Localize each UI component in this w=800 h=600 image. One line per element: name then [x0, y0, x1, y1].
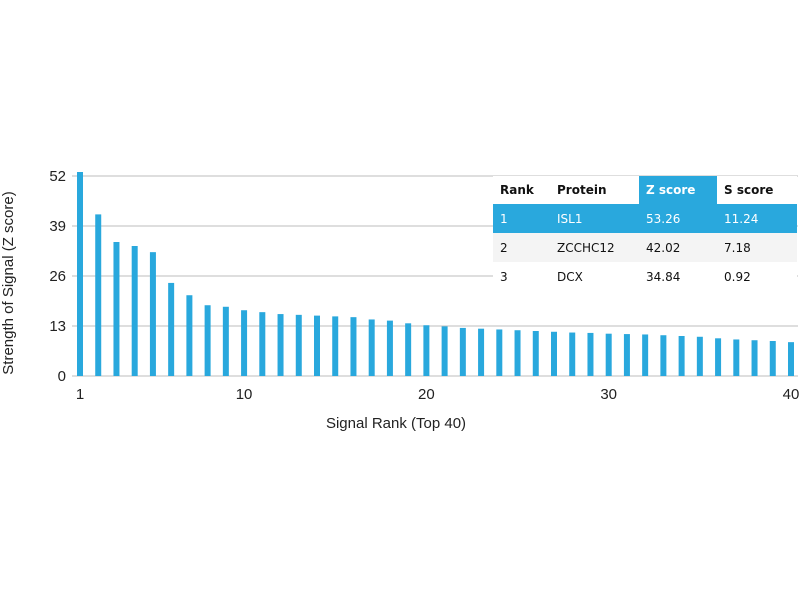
cell-rank: 3: [500, 269, 508, 284]
bar: [332, 316, 339, 376]
bar: [441, 326, 448, 376]
cell-z-score: 53.26: [639, 204, 717, 233]
x-tick-labels: 1 10 20 30 40: [76, 386, 800, 403]
cell-z-score: 42.02: [639, 233, 717, 262]
bar: [769, 341, 776, 376]
cell-protein: ISL1: [550, 204, 639, 233]
x-tick-label: 10: [236, 386, 253, 403]
bar: [95, 214, 102, 376]
header-z-score: Z score: [639, 176, 717, 204]
bar: [751, 340, 758, 376]
bar: [222, 306, 229, 376]
x-tick-label: 20: [418, 386, 435, 403]
top-proteins-table: Rank Protein Z score S score 1 ISL1 53.2…: [493, 176, 797, 291]
bar: [368, 319, 375, 376]
cell-s-score: 0.92: [724, 269, 751, 284]
bar: [788, 342, 794, 376]
cell-z-score: 34.84: [646, 269, 681, 284]
x-tick-label: 40: [783, 386, 800, 403]
y-tick-label: 13: [49, 318, 66, 335]
y-tick-label: 39: [49, 218, 66, 235]
header-rank: Rank: [500, 183, 534, 197]
bar: [478, 328, 485, 376]
bar: [496, 329, 503, 376]
bar: [259, 312, 266, 376]
bar: [459, 327, 466, 376]
bar: [587, 332, 594, 376]
cell-protein: DCX: [557, 269, 583, 284]
bar: [551, 331, 557, 376]
bar: [131, 246, 138, 376]
header-protein: Protein: [557, 183, 607, 197]
table-row: 1 ISL1 53.26 11.24: [493, 204, 797, 233]
cell-rank: 2: [493, 233, 550, 262]
bar: [277, 314, 284, 376]
y-tick-labels: 0 13 26 39 52: [49, 168, 66, 385]
bar: [569, 332, 576, 376]
bar: [77, 172, 83, 376]
y-axis-title: Strength of Signal (Z score): [0, 191, 17, 374]
bar: [532, 331, 539, 376]
bar: [149, 252, 156, 376]
bar: [733, 339, 740, 376]
bar: [350, 317, 357, 376]
cell-s-score: 7.18: [717, 233, 797, 262]
bar: [696, 336, 703, 376]
table-row: 2 ZCCHC12 42.02 7.18: [493, 233, 797, 262]
y-tick-label: 0: [58, 368, 66, 385]
bar: [642, 334, 649, 376]
bar: [660, 335, 667, 376]
cell-protein: ZCCHC12: [550, 233, 639, 262]
bar: [678, 336, 685, 376]
bar: [113, 242, 120, 376]
bar: [514, 330, 521, 376]
bar: [386, 320, 393, 376]
bar: [204, 305, 211, 376]
cell-rank: 1: [493, 204, 550, 233]
y-tick-label: 52: [49, 168, 66, 185]
x-tick-label: 30: [600, 386, 617, 403]
bar: [605, 333, 612, 376]
bar: [423, 325, 430, 376]
bar: [314, 315, 320, 376]
header-s-score: S score: [724, 183, 774, 197]
bar: [186, 295, 193, 376]
bar: [405, 323, 412, 376]
table-row: 3 DCX 34.84 0.92: [493, 262, 797, 291]
x-axis-title: Signal Rank (Top 40): [326, 415, 466, 432]
cell-s-score: 11.24: [717, 204, 797, 233]
y-tick-label: 26: [49, 268, 66, 285]
bar: [715, 338, 722, 376]
bars: [77, 172, 794, 376]
bar: [241, 310, 248, 376]
bar: [295, 314, 302, 376]
bar: [168, 282, 175, 376]
bar: [623, 334, 630, 376]
x-tick-label: 1: [76, 386, 84, 403]
table-header-row: Rank Protein Z score S score: [493, 176, 797, 204]
